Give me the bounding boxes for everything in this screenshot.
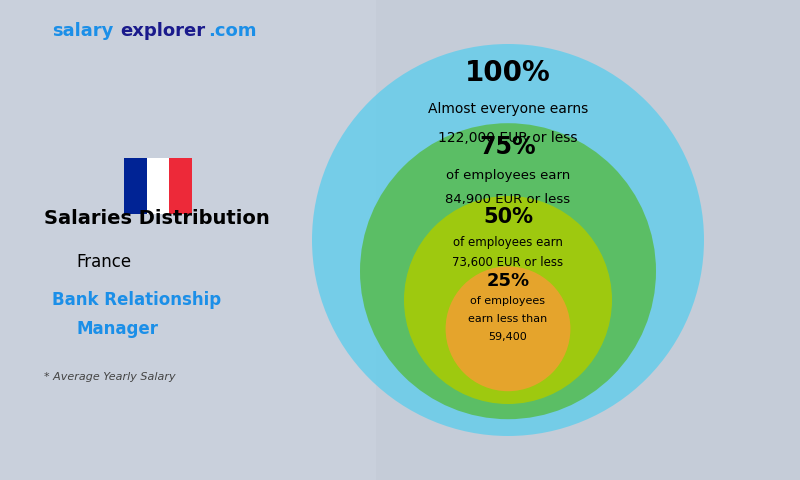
Ellipse shape	[312, 44, 704, 436]
Text: 25%: 25%	[486, 272, 530, 290]
Text: 84,900 EUR or less: 84,900 EUR or less	[446, 193, 570, 206]
Text: 75%: 75%	[480, 135, 536, 159]
Ellipse shape	[446, 266, 570, 391]
Text: 59,400: 59,400	[489, 332, 527, 342]
Text: Salaries Distribution: Salaries Distribution	[44, 209, 270, 228]
Text: 100%: 100%	[465, 59, 551, 87]
Text: earn less than: earn less than	[468, 314, 548, 324]
Bar	[0, 0, 376, 480]
Text: .com: .com	[208, 22, 257, 40]
Text: 122,000 EUR or less: 122,000 EUR or less	[438, 131, 578, 144]
Text: 50%: 50%	[483, 206, 533, 227]
Text: salary: salary	[52, 22, 114, 40]
Text: France: France	[76, 252, 131, 271]
Text: Manager: Manager	[76, 320, 158, 338]
Text: explorer: explorer	[120, 22, 205, 40]
Ellipse shape	[404, 196, 612, 404]
Text: of employees earn: of employees earn	[453, 236, 563, 249]
Text: Almost everyone earns: Almost everyone earns	[428, 102, 588, 116]
Bar	[124, 158, 146, 214]
Text: Bank Relationship: Bank Relationship	[52, 291, 221, 309]
Text: of employees: of employees	[470, 297, 546, 306]
Ellipse shape	[360, 123, 656, 419]
Text: 73,600 EUR or less: 73,600 EUR or less	[453, 256, 563, 269]
Text: of employees earn: of employees earn	[446, 169, 570, 182]
Bar	[124, 158, 192, 214]
Text: * Average Yearly Salary: * Average Yearly Salary	[44, 372, 176, 382]
Bar	[170, 158, 192, 214]
